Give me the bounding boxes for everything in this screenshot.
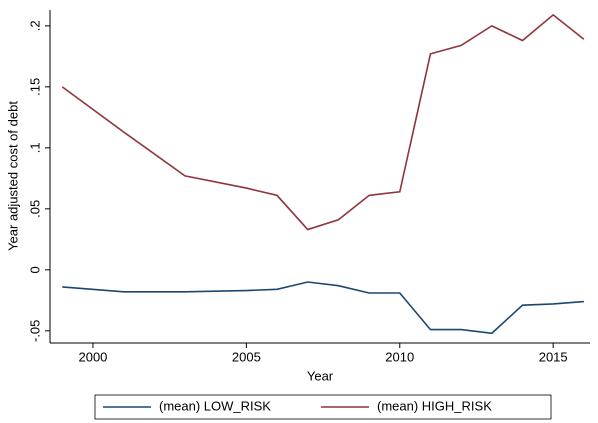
y-tick-label: .1 (27, 142, 42, 153)
y-tick-label: .05 (27, 200, 42, 218)
x-tick-label: 2005 (232, 349, 261, 364)
y-tick-label: -.05 (27, 320, 42, 342)
x-axis-label: Year (307, 368, 334, 383)
x-tick-label: 2000 (78, 349, 107, 364)
legend-label: (mean) LOW_RISK (159, 398, 271, 413)
line (61, 13, 585, 231)
x-tick-label: 2010 (385, 349, 414, 364)
y-tick-label: 0 (27, 266, 42, 273)
x-tick-label: 2015 (539, 349, 568, 364)
y-axis-label: Year adjusted cost of debt (5, 101, 20, 251)
line (62, 281, 584, 335)
y-tick-label: .15 (27, 78, 42, 96)
legend-label: (mean) HIGH_RISK (377, 398, 492, 413)
y-tick-label: .2 (27, 20, 42, 31)
